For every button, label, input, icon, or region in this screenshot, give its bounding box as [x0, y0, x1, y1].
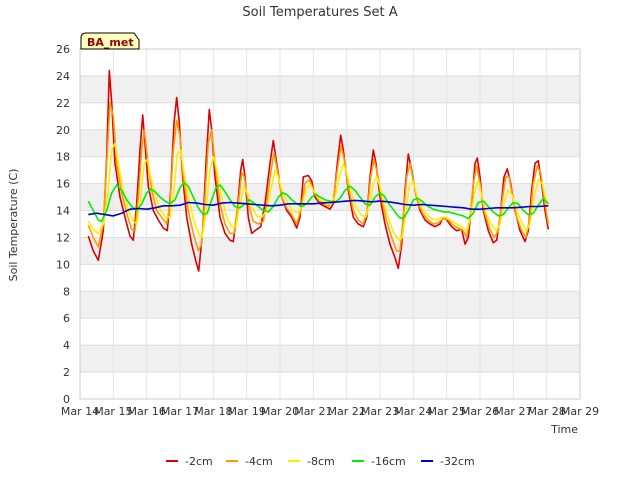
y-tick-label: 0 [63, 393, 70, 406]
x-tick-label: Mar 25 [428, 405, 466, 418]
station-tag: BA_met [80, 32, 140, 50]
y-tick-label: 18 [56, 151, 70, 164]
chart-title: Soil Temperatures Set A [242, 5, 397, 20]
x-tick-label: Mar 21 [294, 405, 332, 418]
y-axis-label: Soil Temperature (C) [7, 169, 20, 282]
y-tick-label: 24 [56, 70, 70, 83]
x-tick-label: Mar 19 [228, 405, 266, 418]
series-line-4cmcm [87, 102, 550, 252]
x-axis-label: Time [550, 423, 578, 436]
x-tick-label: Mar 17 [161, 405, 199, 418]
station-tag-box [80, 32, 140, 50]
x-tick-label: Mar 18 [194, 405, 232, 418]
y-tick-label: 2 [63, 366, 70, 379]
grid-band [80, 75, 580, 103]
y-tick-label: 16 [56, 178, 70, 191]
x-tick-label: Mar 26 [461, 405, 499, 418]
series-line-32cmcm [88, 199, 549, 217]
legend-label: -32cm [440, 455, 475, 468]
x-tick-label: Mar 28 [528, 405, 566, 418]
series-line-2cmcm [87, 69, 550, 272]
x-tick-label: Mar 27 [494, 405, 532, 418]
x-tick-label: Mar 22 [328, 405, 366, 418]
y-tick-label: 6 [63, 312, 70, 325]
x-tick-label: Mar 20 [261, 405, 299, 418]
background-bands [80, 75, 580, 373]
y-tick-label: 8 [63, 285, 70, 298]
x-tick-label: Mar 16 [128, 405, 166, 418]
grid-band [80, 129, 580, 157]
x-tick-label: Mar 15 [94, 405, 132, 418]
series-lines [87, 69, 550, 272]
grid-band [80, 291, 580, 319]
legend-label: -2cm [185, 455, 213, 468]
x-tick-label: Mar 23 [361, 405, 399, 418]
y-tick-label: 20 [56, 124, 70, 137]
legend-label: -4cm [245, 455, 273, 468]
legend: -2cm -4cm -8cm -16cm -32cm [166, 455, 475, 468]
y-tick-label: 22 [56, 97, 70, 110]
y-tick-label: 10 [56, 258, 70, 271]
grid-band [80, 237, 580, 265]
y-tick-label: 26 [56, 43, 70, 56]
legend-label: -8cm [307, 455, 335, 468]
grid-band [80, 345, 580, 373]
x-tick-label: Mar 14 [61, 405, 99, 418]
series-line-16cmcm [87, 181, 549, 223]
x-tick-label: Mar 29 [561, 405, 599, 418]
plot-frame [79, 48, 581, 400]
y-tick-label: 4 [63, 339, 70, 352]
y-tick-label: 12 [56, 231, 70, 244]
station-tag-label: BA_met [87, 36, 134, 49]
y-tick-label: 14 [56, 205, 70, 218]
legend-label: -16cm [371, 455, 406, 468]
series-line-8cmcm [87, 142, 550, 241]
x-tick-label: Mar 24 [394, 405, 432, 418]
